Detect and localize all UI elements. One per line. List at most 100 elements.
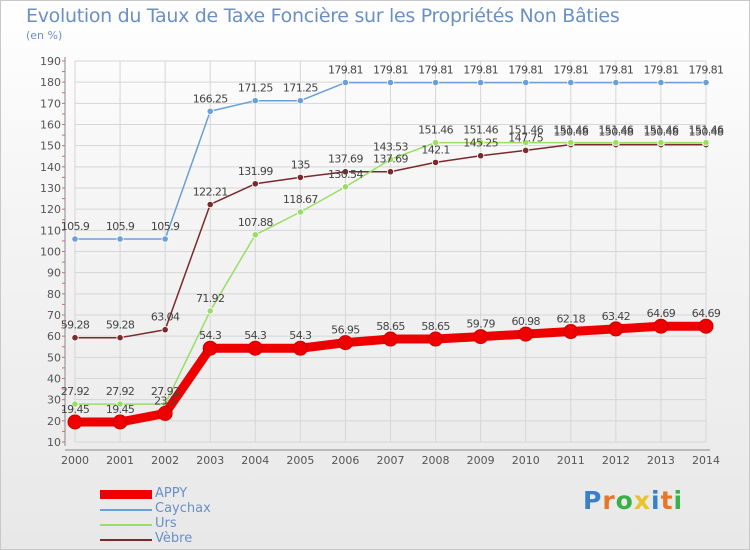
data-label: 130.54 [328, 168, 363, 181]
x-tick-label: 2009 [467, 454, 495, 467]
data-point [157, 405, 173, 421]
data-label: 147.75 [508, 131, 543, 144]
data-point [473, 329, 489, 345]
data-label: 59.28 [61, 319, 90, 332]
data-label: 19.45 [106, 403, 135, 416]
legend-label: APPY [155, 486, 188, 501]
data-label: 63.04 [151, 311, 180, 324]
x-tick-label: 2003 [196, 454, 224, 467]
data-point [522, 78, 530, 87]
x-tick-label: 2007 [377, 454, 405, 467]
data-label: 27.92 [151, 385, 180, 398]
data-label: 179.81 [463, 64, 498, 77]
data-label: 179.81 [328, 64, 363, 77]
chart-title: Evolution du Taux de Taxe Foncière sur l… [26, 5, 620, 27]
data-point [431, 78, 440, 87]
data-point [563, 324, 579, 340]
data-label: 179.81 [418, 64, 453, 77]
y-tick-label: 90 [47, 267, 61, 280]
data-point [657, 78, 665, 87]
data-point [71, 235, 79, 243]
data-point [477, 152, 485, 160]
data-point [431, 138, 440, 147]
chart-series [67, 78, 714, 430]
x-tick-label: 2006 [331, 454, 359, 467]
data-label: 151.46 [463, 124, 498, 137]
data-label: 151.46 [508, 124, 543, 137]
y-tick-label: 140 [40, 161, 61, 174]
data-label: 54.3 [199, 329, 222, 342]
data-point [71, 400, 79, 408]
x-tick-label: 2008 [422, 454, 450, 467]
data-label: 23.5 [154, 394, 177, 407]
data-label: 54.3 [289, 329, 312, 342]
legend-label: Caychax [155, 501, 211, 516]
x-tick-label: 2001 [106, 454, 134, 467]
data-label: 150.48 [689, 126, 724, 139]
data-point [386, 78, 395, 87]
data-label: 171.25 [283, 82, 318, 95]
data-label: 71.92 [196, 292, 225, 305]
data-point [337, 335, 353, 351]
data-point [116, 235, 124, 243]
data-labels: 19.45 19.45 23.5 54.3 54.3 54.3 56.95 58.65 58.6… [61, 64, 725, 416]
x-tick-label: 2005 [286, 454, 314, 467]
data-label: 27.92 [106, 385, 135, 398]
y-tick-label: 160 [40, 119, 61, 132]
data-label: 62.18 [557, 313, 586, 326]
data-label: 63.42 [602, 310, 631, 323]
data-point [522, 146, 530, 155]
data-point [296, 173, 304, 182]
data-label: 137.69 [328, 153, 363, 166]
data-point [112, 414, 128, 430]
data-label: 58.65 [421, 320, 450, 333]
data-point [386, 168, 395, 176]
data-label: 58.65 [376, 320, 405, 333]
data-point [612, 138, 620, 147]
data-point [292, 340, 308, 356]
data-label: 64.69 [647, 307, 676, 320]
y-tick-label: 150 [40, 140, 61, 153]
data-point [206, 107, 214, 115]
data-point [341, 168, 350, 176]
x-tick-label: 2004 [241, 454, 269, 467]
y-tick-label: 60 [47, 330, 61, 343]
data-label: 151.46 [598, 124, 633, 137]
data-label: 118.67 [283, 193, 318, 206]
data-label: 151.46 [553, 124, 588, 137]
data-label: 150.48 [553, 126, 588, 139]
data-point [251, 180, 259, 188]
x-tick-label: 2012 [602, 454, 630, 467]
data-point [608, 321, 624, 337]
data-label: 179.81 [553, 64, 588, 77]
y-tick-label: 30 [47, 394, 61, 407]
data-label: 19.45 [61, 403, 90, 416]
data-point [296, 97, 304, 105]
data-label: 131.99 [238, 165, 273, 178]
y-tick-label: 40 [47, 373, 61, 386]
y-tick-label: 180 [40, 76, 61, 89]
data-point [206, 200, 214, 209]
y-tick-label: 130 [40, 182, 61, 195]
data-label: 151.46 [418, 124, 453, 137]
x-tick-label: 2011 [557, 454, 585, 467]
legend-swatch [100, 490, 152, 499]
data-point [161, 235, 169, 243]
y-tick-label: 50 [47, 351, 61, 364]
data-point [206, 307, 214, 315]
data-point [477, 138, 485, 147]
data-point [202, 340, 218, 356]
data-label: 59.28 [106, 319, 135, 332]
legend-swatch [100, 538, 152, 541]
y-tick-label: 70 [47, 309, 61, 322]
data-point [161, 326, 169, 334]
data-label: 135 [291, 158, 311, 171]
data-label: 59.79 [466, 318, 495, 331]
data-point [431, 158, 440, 166]
data-point [116, 334, 124, 342]
x-tick-label: 2013 [647, 454, 675, 467]
data-label: 54.3 [244, 329, 267, 342]
data-label: 122.21 [193, 185, 228, 198]
